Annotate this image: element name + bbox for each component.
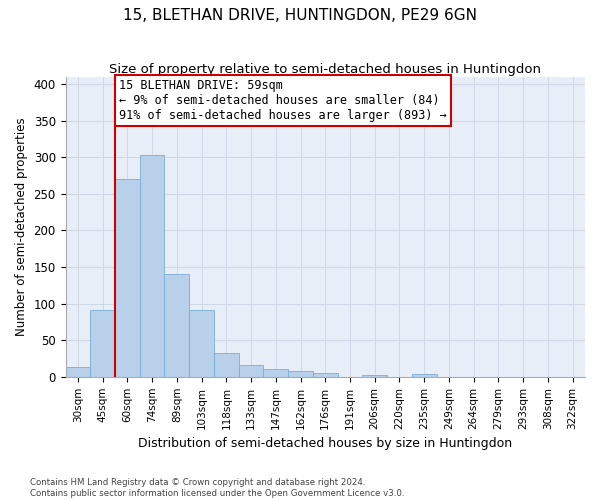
Bar: [313, 373, 338, 377]
Bar: [288, 371, 313, 377]
Bar: [115, 179, 140, 377]
Bar: [189, 310, 214, 377]
Bar: [214, 352, 239, 377]
X-axis label: Distribution of semi-detached houses by size in Huntingdon: Distribution of semi-detached houses by …: [138, 437, 512, 450]
Text: 15, BLETHAN DRIVE, HUNTINGDON, PE29 6GN: 15, BLETHAN DRIVE, HUNTINGDON, PE29 6GN: [123, 8, 477, 22]
Bar: [140, 155, 164, 377]
Bar: [90, 310, 115, 377]
Bar: [362, 374, 387, 377]
Title: Size of property relative to semi-detached houses in Huntingdon: Size of property relative to semi-detach…: [109, 62, 541, 76]
Bar: [412, 374, 437, 377]
Bar: [239, 365, 263, 377]
Y-axis label: Number of semi-detached properties: Number of semi-detached properties: [15, 118, 28, 336]
Bar: [65, 368, 90, 377]
Bar: [164, 274, 189, 377]
Text: Contains HM Land Registry data © Crown copyright and database right 2024.
Contai: Contains HM Land Registry data © Crown c…: [30, 478, 404, 498]
Bar: [263, 369, 288, 377]
Text: 15 BLETHAN DRIVE: 59sqm
← 9% of semi-detached houses are smaller (84)
91% of sem: 15 BLETHAN DRIVE: 59sqm ← 9% of semi-det…: [119, 79, 446, 122]
